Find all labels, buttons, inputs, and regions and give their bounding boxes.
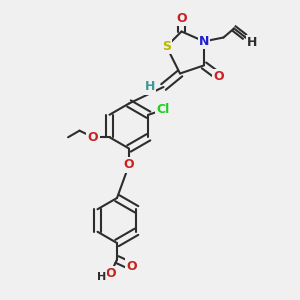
Text: Cl: Cl xyxy=(156,103,170,116)
Text: O: O xyxy=(126,260,137,273)
Text: H: H xyxy=(247,36,257,49)
Text: O: O xyxy=(88,131,98,144)
Text: O: O xyxy=(105,267,116,280)
Text: O: O xyxy=(214,70,224,83)
Text: S: S xyxy=(162,40,171,53)
Text: H: H xyxy=(97,272,106,283)
Text: N: N xyxy=(199,35,209,48)
Text: O: O xyxy=(176,11,187,25)
Text: O: O xyxy=(124,158,134,172)
Text: H: H xyxy=(145,80,155,94)
